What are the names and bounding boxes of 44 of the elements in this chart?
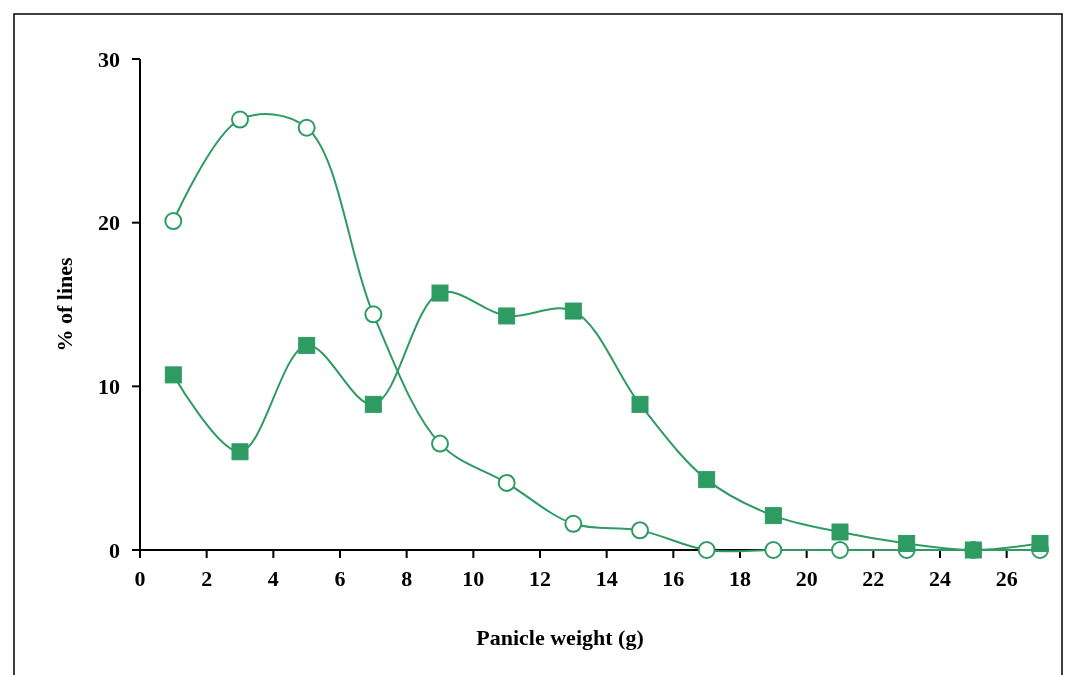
point: [831, 541, 849, 559]
x-tick-label: 22: [862, 566, 885, 591]
x-tick-label: 26: [995, 566, 1018, 591]
point: [431, 434, 449, 453]
x-tick-label: 16: [662, 566, 685, 591]
point: [764, 541, 783, 559]
point: [364, 395, 382, 413]
point: [297, 118, 316, 137]
point: [497, 473, 516, 492]
x-tick-label: 18: [729, 566, 751, 591]
y-tick-label: 30: [98, 46, 120, 72]
point: [431, 284, 449, 302]
x-tick-label: 6: [334, 566, 346, 591]
y-tick-label: 10: [98, 374, 120, 400]
x-tick-label: 0: [134, 566, 146, 591]
x-tick-label: 2: [201, 566, 213, 591]
point: [498, 307, 516, 325]
x-axis-title: Panicle weight (g): [476, 625, 644, 650]
point: [564, 302, 582, 320]
point: [697, 541, 716, 559]
point: [898, 534, 916, 552]
x-tick-label: 4: [267, 566, 279, 591]
x-tick-label: 12: [529, 566, 551, 591]
y-axis-title: % of lines: [52, 257, 77, 352]
x-tick-label: 8: [401, 566, 413, 591]
point: [164, 212, 183, 231]
y-tick-label: 0: [109, 537, 120, 563]
x-tick-label: 10: [462, 566, 485, 591]
x-tick-label: 14: [595, 566, 618, 591]
point: [698, 471, 716, 489]
point: [831, 523, 849, 541]
point: [364, 305, 383, 324]
x-tick-label: 24: [929, 566, 951, 591]
point: [164, 366, 182, 384]
point: [631, 395, 649, 413]
point: [231, 443, 249, 461]
point: [298, 336, 316, 354]
point: [231, 110, 249, 129]
point: [764, 507, 782, 525]
x-tick-label: 20: [795, 566, 818, 591]
y-tick-label: 20: [98, 210, 120, 236]
point: [631, 521, 649, 540]
point: [564, 514, 583, 533]
point: [1031, 534, 1049, 552]
